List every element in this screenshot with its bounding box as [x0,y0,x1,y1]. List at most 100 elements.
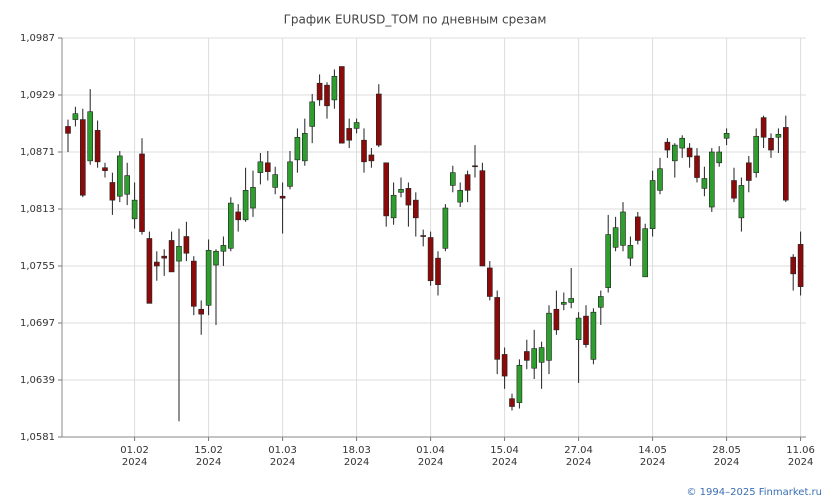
candle-body [679,137,686,149]
candle-body [649,180,656,229]
candle-body [331,76,338,101]
candle-body [183,236,190,254]
candle-body [457,190,464,203]
candle-body [316,82,323,101]
candle-body [420,235,427,237]
candle-body [449,172,456,186]
candle-body [383,162,390,217]
candle-body [72,113,79,120]
candle-body [176,246,182,262]
candle-body [294,136,301,161]
candle-body [790,256,797,275]
candle-body [80,119,86,196]
candle-body [575,317,582,341]
candle-body [590,311,597,360]
x-tick-year: 2024 [788,457,813,468]
candle-body [102,167,108,171]
candle-body [568,298,575,303]
candle-body [472,165,478,168]
candle-body [405,188,412,206]
candle-body [731,180,737,199]
candle-body [775,134,782,138]
x-tick-label: 01.03 [268,445,297,456]
x-tick-year: 2024 [344,457,369,468]
candle-body [701,178,708,189]
x-tick-label: 11.06 [786,445,815,456]
y-tick-label: 1,0929 [20,90,55,101]
y-tick-label: 1,0755 [20,261,55,272]
candle-body [65,126,71,134]
candle-body [287,161,293,187]
x-tick-label: 27.04 [564,445,593,456]
candle-body [257,161,264,173]
candle-body [686,147,693,158]
candle-body [516,364,523,403]
x-tick-year: 2024 [270,457,295,468]
candle-body [620,211,626,246]
candle-body [671,144,678,162]
candle-body [301,133,308,162]
candle-body [627,245,634,259]
x-tick-label: 01.02 [120,445,149,456]
x-tick-year: 2024 [566,457,591,468]
candle-body [634,216,641,241]
candle-body [553,308,560,331]
chart-title: График EURUSD_TOM по дневным срезам [284,13,547,27]
candle-body [398,189,404,193]
candle-body [753,135,760,173]
candle-body [309,101,316,127]
candle-body [694,155,700,178]
candle-body [797,244,804,287]
x-tick-label: 18.03 [342,445,371,456]
x-tick-label: 15.04 [490,445,519,456]
candle-body [250,187,256,209]
candle-body [346,128,353,141]
candle-body [612,227,619,248]
candle-body [205,249,212,306]
candle-body [642,228,649,278]
x-tick-label: 28.05 [712,445,741,456]
candle-body [390,194,397,219]
candle-body [242,190,249,221]
candle-body [353,122,360,129]
candle-body [723,133,730,139]
candle-body [235,211,241,221]
candle-body [597,296,604,308]
candle-body [87,111,93,162]
candle-body [605,234,612,288]
candle-body [124,175,130,195]
x-tick-year: 2024 [196,457,221,468]
candle-body [198,308,204,315]
candle-body [324,84,330,107]
y-tick-label: 1,0581 [20,432,55,443]
candle-body [338,66,345,144]
candle-body [442,207,449,249]
candle-body [523,351,530,361]
candle-body [583,315,589,345]
candle-body [560,302,567,305]
candle-body [479,170,486,267]
candle-body [760,117,767,138]
y-tick-label: 1,0987 [20,33,55,44]
candle-body [272,174,279,188]
candle-body [279,195,286,199]
x-tick-year: 2024 [492,457,517,468]
candle-body [146,238,153,304]
candle-body [361,139,367,163]
candle-body [708,151,715,208]
candle-body [109,182,116,201]
candle-body [657,168,663,191]
x-tick-year: 2024 [714,457,739,468]
candle-body [486,267,493,297]
candle-body [213,250,219,266]
candle-body [664,141,671,151]
credit: © 1994–2025 Finmarket.ru [686,487,822,498]
candle-body [716,151,723,164]
candle-body [745,162,752,181]
candle-body [94,130,101,163]
y-tick-label: 1,0639 [20,375,55,386]
candle-body [154,261,160,267]
x-tick-label: 01.04 [416,445,445,456]
x-tick-label: 14.05 [638,445,667,456]
